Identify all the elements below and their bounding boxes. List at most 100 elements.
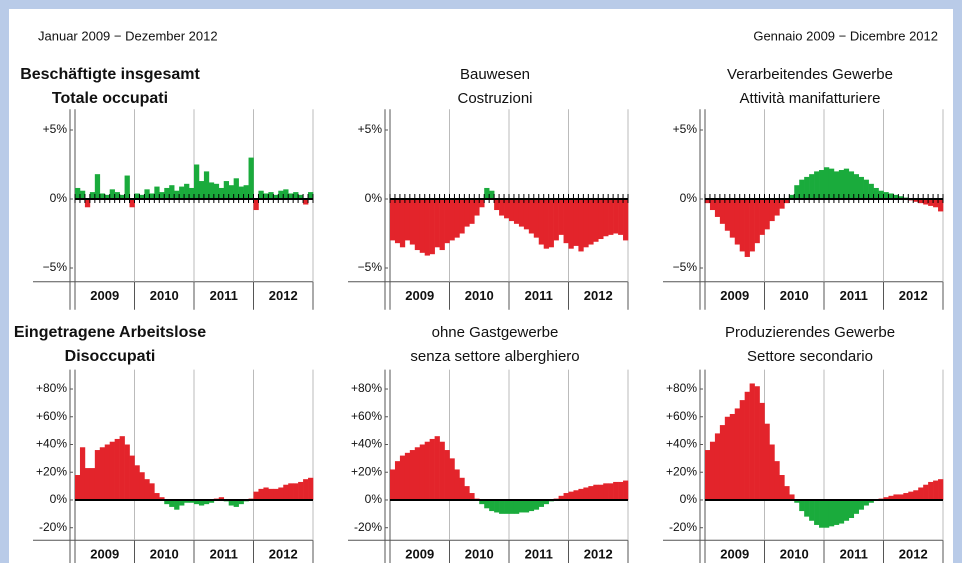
bar [734, 408, 741, 500]
chart-subtitle: Attività manifatturiere [740, 90, 881, 107]
bar [709, 441, 716, 500]
y-tick-label: +80% [36, 381, 67, 395]
bar [883, 192, 889, 199]
chart-title: Bauwesen [460, 66, 530, 83]
bar [933, 480, 939, 500]
bar [833, 171, 840, 199]
bar [489, 190, 495, 199]
bar [223, 181, 230, 199]
bar [518, 199, 525, 227]
bar [804, 176, 810, 199]
bar [233, 178, 239, 199]
bar [809, 174, 815, 199]
bar [464, 199, 470, 227]
year-label: 2011 [840, 288, 868, 303]
year-label: 2012 [584, 547, 613, 562]
bar [623, 199, 629, 241]
year-label: 2009 [720, 547, 749, 562]
bar [918, 199, 924, 204]
bar [104, 194, 111, 199]
bar [819, 170, 825, 199]
bar [439, 441, 445, 500]
bar [258, 488, 264, 500]
bar [198, 181, 205, 199]
bar [238, 186, 244, 199]
year-label: 2011 [210, 547, 238, 562]
bar [583, 487, 589, 500]
bar [134, 193, 140, 199]
bar [749, 383, 755, 500]
bar [513, 499, 520, 514]
bar [253, 199, 259, 211]
bar [739, 400, 745, 500]
y-tick-label: -20% [669, 520, 697, 534]
bar [414, 447, 421, 500]
bar [444, 199, 450, 244]
bar [618, 199, 624, 235]
bar [824, 167, 830, 199]
chart-subtitle: Costruzioni [457, 90, 532, 107]
bar [399, 455, 406, 500]
bar [144, 189, 150, 199]
bar [154, 493, 160, 500]
bar [538, 499, 545, 507]
y-tick-label: +20% [36, 464, 67, 478]
bar [303, 479, 309, 500]
bar [154, 186, 160, 199]
bar [918, 487, 924, 500]
bar [573, 490, 579, 500]
bar [139, 472, 145, 500]
bar [169, 185, 175, 199]
bar [390, 469, 396, 500]
bar [528, 199, 535, 234]
year-label: 2009 [720, 288, 749, 303]
bar [729, 413, 736, 500]
bar [164, 499, 170, 505]
bar [608, 199, 614, 235]
bar [548, 199, 554, 248]
bar [923, 484, 929, 500]
bar [439, 199, 445, 251]
bar [533, 199, 540, 238]
bar [908, 491, 914, 500]
bar [474, 199, 480, 216]
y-tick-label: 0% [365, 492, 383, 506]
bar [308, 477, 314, 500]
bar [228, 185, 234, 199]
bar [399, 199, 406, 248]
bar [203, 171, 210, 199]
bar [588, 199, 594, 245]
bar [598, 484, 604, 500]
bar [94, 450, 101, 500]
bar [764, 423, 770, 500]
bar [109, 441, 115, 500]
y-tick-label: 0% [365, 191, 383, 205]
bar [203, 499, 210, 505]
bar [499, 199, 505, 216]
bar [893, 494, 899, 500]
bar [868, 183, 874, 199]
year-label: 2012 [899, 288, 928, 303]
bar [853, 174, 860, 199]
bar [449, 458, 455, 500]
bar [898, 494, 904, 500]
bar [424, 441, 430, 500]
bar [705, 450, 711, 500]
bar [273, 194, 279, 199]
bar [764, 199, 770, 230]
bar [119, 436, 125, 500]
bar [588, 486, 594, 500]
bar [129, 455, 135, 500]
bar [558, 495, 564, 500]
year-label: 2010 [150, 547, 179, 562]
bar [253, 491, 259, 500]
header-left: Januar 2009 − Dezember 2012 [38, 28, 218, 43]
y-tick-label: −5% [358, 260, 383, 274]
bar [739, 199, 745, 252]
bar [159, 192, 165, 199]
bar [459, 477, 465, 500]
bar [424, 199, 430, 256]
chart-title: Produzierendes Gewerbe [725, 324, 895, 341]
bar [833, 499, 840, 525]
